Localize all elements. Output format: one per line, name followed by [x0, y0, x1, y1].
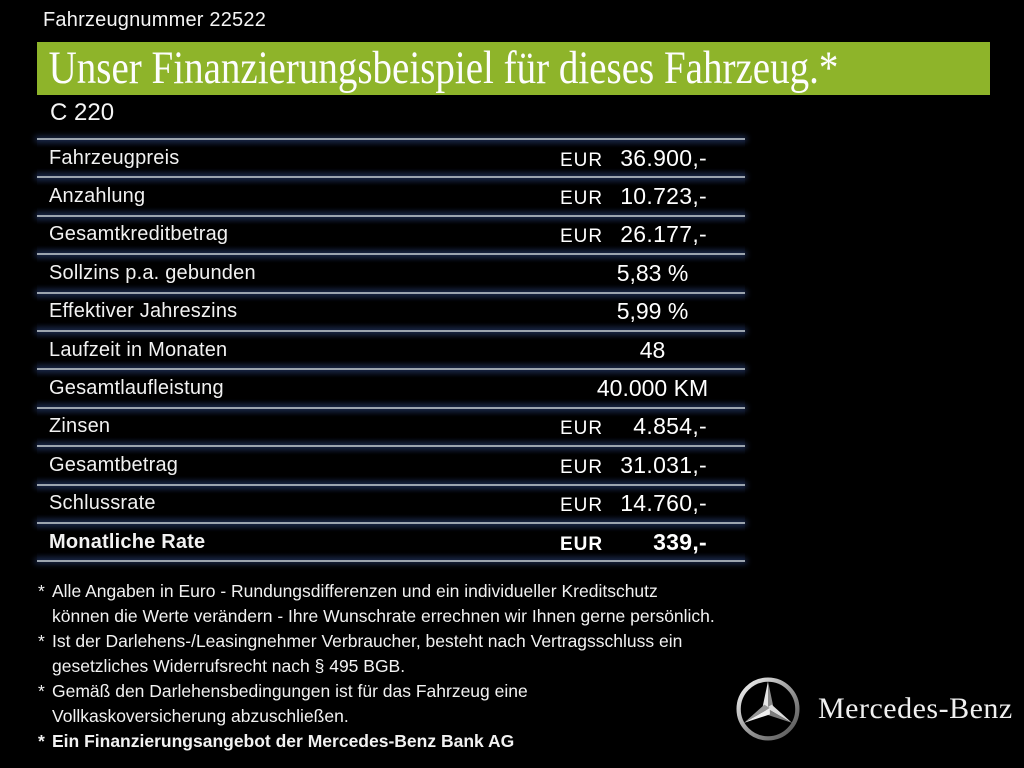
amount: 14.760,-	[620, 490, 707, 517]
table-row: Laufzeit in Monaten 48	[37, 331, 745, 369]
row-value: 40.000 KM	[596, 375, 709, 402]
row-label: Fahrzeugpreis	[49, 146, 180, 169]
table-separator-line	[37, 138, 745, 140]
row-label: Anzahlung	[49, 185, 146, 208]
vehicle-model: C 220	[50, 99, 115, 126]
table-separator-line	[37, 291, 745, 294]
finance-table: Fahrzeugpreis EUR 36.900,- Anzahlung EUR…	[37, 138, 745, 563]
row-label: Gesamtbetrag	[49, 453, 179, 476]
row-label: Sollzins p.a. gebunden	[49, 261, 256, 284]
table-row: Gesamtkreditbetrag EUR 26.177,-	[37, 216, 745, 254]
table-separator-line	[37, 368, 745, 371]
row-value: EUR 14.760,-	[560, 490, 745, 517]
amount: 10.723,-	[620, 183, 707, 210]
table-separator-line	[37, 406, 745, 409]
table-row: Sollzins p.a. gebunden 5,83 %	[37, 255, 745, 292]
row-value: EUR 26.177,-	[560, 221, 745, 248]
row-value: EUR 339,-	[560, 529, 745, 556]
currency-label: EUR	[560, 456, 604, 478]
footnote: * Gemäß den Darlehensbedingungen ist für …	[38, 679, 738, 728]
amount: 339,-	[653, 528, 707, 555]
table-row: Zinsen EUR 4.854,-	[37, 408, 745, 446]
table-separator-line	[37, 521, 745, 524]
footnote-text: Alle Angaben in Euro - Rundungsdifferenz…	[52, 581, 715, 626]
amount: 36.900,-	[620, 144, 707, 171]
row-label: Gesamtkreditbetrag	[49, 223, 229, 246]
page-title: Unser Finanzierungsbeispiel für dieses F…	[48, 42, 839, 94]
brand-name: Mercedes-Benz	[818, 692, 1013, 725]
footnote: * Ist der Darlehens-/Leasingnehmer Verbra…	[38, 629, 738, 678]
table-separator-line	[37, 445, 745, 448]
footnote-text: Gemäß den Darlehensbedingungen ist für d…	[52, 681, 528, 726]
footnotes: * Alle Angaben in Euro - Rundungsdifferen…	[38, 579, 738, 755]
row-label: Gesamtlaufleistung	[49, 377, 224, 400]
table-separator-line	[37, 214, 745, 217]
table-row: Gesamtbetrag EUR 31.031,-	[37, 447, 745, 484]
table-row: Effektiver Jahreszins 5,99 %	[37, 293, 745, 330]
title-banner: Unser Finanzierungsbeispiel für dieses F…	[37, 42, 990, 95]
footnote-marker: *	[38, 581, 45, 601]
row-value: EUR 31.031,-	[560, 452, 745, 479]
footnote: * Alle Angaben in Euro - Rundungsdifferen…	[38, 579, 738, 628]
footnote-marker: *	[38, 681, 45, 701]
row-value: 5,83 %	[616, 259, 689, 286]
amount: 26.177,-	[620, 221, 707, 248]
footnote-marker: *	[38, 631, 45, 651]
footnote-text: Ist der Darlehens-/Leasingnehmer Verbrau…	[52, 631, 683, 676]
row-value: 5,99 %	[616, 298, 689, 325]
currency-label: EUR	[560, 533, 604, 555]
row-value: EUR 4.854,-	[560, 413, 745, 440]
row-label: Zinsen	[49, 415, 111, 438]
table-separator-line	[37, 560, 745, 563]
table-separator-line	[37, 176, 745, 179]
currency-label: EUR	[560, 149, 604, 171]
currency-label: EUR	[560, 188, 604, 210]
table-separator-line	[37, 329, 745, 332]
footnote: * Ein Finanzierungsangebot der Mercedes-B…	[38, 729, 738, 754]
table-separator-line	[37, 253, 745, 256]
table-row: Fahrzeugpreis EUR 36.900,-	[37, 140, 745, 177]
vehicle-number: Fahrzeugnummer 22522	[43, 9, 267, 31]
row-label: Monatliche Rate	[49, 530, 206, 553]
row-label: Schlussrate	[49, 492, 156, 515]
currency-label: EUR	[560, 495, 604, 517]
row-label: Effektiver Jahreszins	[49, 300, 238, 323]
currency-label: EUR	[560, 226, 604, 248]
row-value: EUR 36.900,-	[560, 145, 745, 172]
table-separator-line	[37, 483, 745, 486]
amount: 31.031,-	[620, 451, 707, 478]
row-value: EUR 10.723,-	[560, 183, 745, 210]
amount: 4.854,-	[633, 413, 707, 440]
table-row: Schlussrate EUR 14.760,-	[37, 485, 745, 522]
row-label: Laufzeit in Monaten	[49, 338, 228, 361]
brand-footer: Mercedes-Benz	[735, 676, 1013, 742]
mercedes-star-icon	[736, 677, 800, 741]
footnote-marker: *	[38, 731, 45, 751]
footnote-text: Ein Finanzierungsangebot der Mercedes-Be…	[52, 731, 515, 751]
currency-label: EUR	[560, 418, 604, 440]
row-value: 48	[639, 336, 666, 363]
table-row: Gesamtlaufleistung 40.000 KM	[37, 370, 745, 407]
table-row: Anzahlung EUR 10.723,-	[37, 178, 745, 215]
table-row: Monatliche Rate EUR 339,-	[37, 523, 745, 561]
